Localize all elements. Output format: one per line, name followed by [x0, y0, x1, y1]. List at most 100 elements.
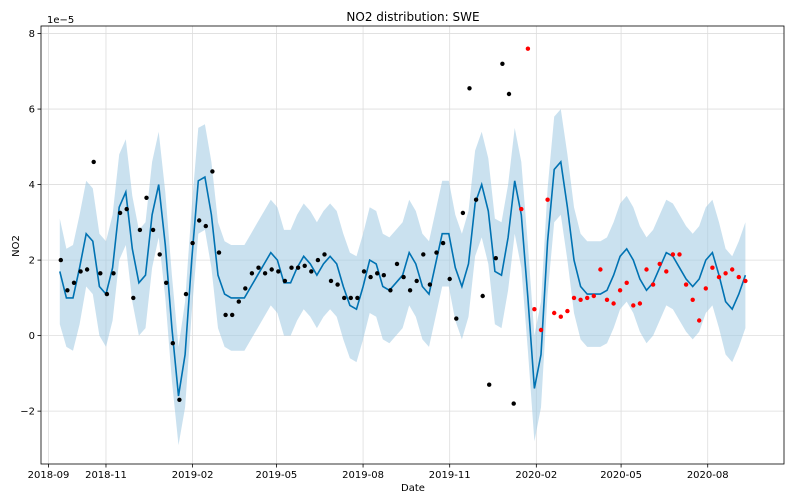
observed-point [447, 276, 452, 282]
holdout-point [670, 252, 676, 257]
observed-point [249, 271, 255, 276]
holdout-point [538, 327, 544, 333]
observed-point [236, 299, 241, 304]
observed-point [309, 269, 314, 274]
x-tick-label: 2019-11 [429, 470, 471, 481]
observed-point [91, 159, 96, 165]
observed-point [216, 250, 222, 255]
holdout-point [578, 297, 583, 302]
observed-point [262, 271, 268, 276]
holdout-point [611, 301, 616, 306]
holdout-point [716, 274, 722, 280]
observed-point [480, 293, 485, 299]
holdout-point [637, 301, 643, 306]
holdout-point [631, 303, 636, 308]
observed-point [467, 86, 472, 91]
holdout-point [591, 293, 596, 299]
y-tick-label: 8 [29, 29, 35, 40]
observed-point [289, 265, 294, 270]
observed-point [506, 91, 512, 97]
y-tick-label: 6 [29, 105, 35, 116]
x-tick-label: 2020-05 [600, 470, 642, 481]
observed-point [487, 382, 492, 387]
holdout-point [736, 274, 741, 280]
y-tick-label: 0 [29, 331, 35, 342]
holdout-point [585, 295, 590, 301]
observed-point [414, 278, 419, 284]
observed-point [203, 223, 208, 229]
y-tick-label: 4 [29, 180, 35, 191]
observed-point [454, 316, 459, 321]
observed-point [183, 291, 189, 297]
observed-point [78, 269, 83, 274]
x-tick-label: 2020-08 [687, 470, 729, 481]
observed-point [256, 265, 261, 270]
observed-point [117, 210, 123, 216]
x-tick-label: 2019-08 [342, 470, 384, 481]
observed-point [342, 295, 347, 301]
x-tick-label: 2018-09 [28, 470, 70, 481]
observed-point [328, 278, 334, 284]
observed-point [493, 256, 498, 261]
y-axis-label: NO2 [11, 235, 22, 257]
observed-point [401, 274, 406, 280]
observed-point [355, 295, 360, 301]
observed-point [190, 240, 195, 246]
holdout-point [571, 295, 577, 301]
chart-title: NO2 distribution: SWE [346, 10, 479, 24]
holdout-point [743, 278, 748, 284]
observed-point [511, 401, 516, 406]
y-scale-label: 1e−5 [47, 15, 74, 26]
holdout-point [703, 286, 708, 291]
holdout-point [565, 308, 570, 314]
holdout-point [677, 252, 682, 257]
observed-point [368, 274, 373, 280]
x-tick-label: 2019-05 [256, 470, 298, 481]
observed-point [98, 271, 103, 276]
observed-point [315, 257, 321, 263]
holdout-point [558, 314, 563, 319]
observed-point [177, 397, 182, 402]
holdout-point [532, 307, 537, 312]
holdout-point [552, 310, 557, 316]
holdout-point [690, 297, 695, 302]
observed-point [295, 265, 301, 270]
observed-point [440, 240, 446, 246]
holdout-point [604, 297, 610, 302]
observed-point [58, 257, 63, 263]
holdout-point [723, 271, 728, 276]
observed-point [427, 282, 433, 287]
observed-point [170, 341, 175, 346]
observed-point [322, 252, 327, 257]
observed-point [131, 295, 136, 301]
data-points [58, 46, 748, 406]
observed-point [335, 282, 340, 287]
grid [41, 26, 784, 464]
observed-point [124, 206, 129, 212]
observed-point [388, 288, 393, 293]
observed-point [276, 269, 281, 274]
observed-point [381, 273, 386, 278]
holdout-point [644, 267, 649, 272]
observed-point [164, 280, 169, 285]
holdout-point [683, 282, 689, 287]
observed-point [197, 218, 202, 223]
observed-point [361, 269, 367, 274]
observed-point [157, 252, 162, 257]
observed-point [137, 227, 143, 233]
observed-point [111, 271, 116, 276]
observed-point [144, 195, 149, 200]
y-axis-ticks: −2 0 2 4 6 8 [20, 29, 41, 418]
observed-point [302, 263, 307, 268]
observed-point [348, 295, 353, 301]
x-axis-label: Date [401, 483, 425, 494]
y-tick-label: −2 [20, 407, 35, 418]
holdout-point [697, 318, 702, 323]
holdout-point [664, 269, 669, 274]
holdout-point [617, 288, 623, 293]
holdout-point [657, 261, 662, 267]
observed-point [434, 250, 439, 255]
x-axis-ticks: 2018-09 2018-11 2019-02 2019-05 2019-08 2019-… [28, 464, 729, 481]
observed-point [375, 271, 380, 276]
